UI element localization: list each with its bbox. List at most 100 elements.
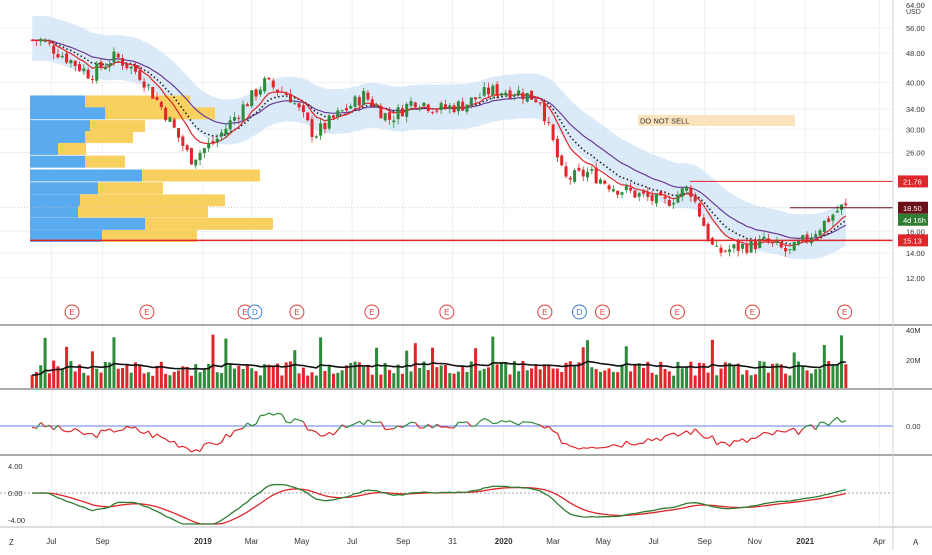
level-tag-15-13[interactable]: 15.13 bbox=[898, 234, 928, 246]
earnings-marker[interactable]: E bbox=[290, 305, 304, 319]
candle-body[interactable] bbox=[474, 97, 477, 99]
candle-body[interactable] bbox=[814, 234, 817, 237]
candle-body[interactable] bbox=[827, 218, 830, 221]
candle-body[interactable] bbox=[349, 106, 352, 109]
candle-body[interactable] bbox=[160, 102, 163, 107]
candle-body[interactable] bbox=[638, 193, 641, 197]
candle-body[interactable] bbox=[625, 186, 628, 190]
candle-body[interactable] bbox=[573, 170, 576, 182]
candle-body[interactable] bbox=[616, 191, 619, 195]
candle-body[interactable] bbox=[681, 188, 684, 196]
candle-body[interactable] bbox=[272, 81, 275, 88]
candle-body[interactable] bbox=[203, 148, 206, 153]
candle-body[interactable] bbox=[366, 93, 369, 100]
candle-body[interactable] bbox=[491, 86, 494, 95]
earnings-marker[interactable]: E bbox=[745, 305, 759, 319]
candle-body[interactable] bbox=[543, 103, 546, 121]
candle-body[interactable] bbox=[556, 139, 559, 158]
candle-body[interactable] bbox=[263, 78, 266, 91]
candle-body[interactable] bbox=[539, 102, 542, 103]
candle-body[interactable] bbox=[831, 215, 834, 221]
candle-body[interactable] bbox=[552, 125, 555, 141]
candle-body[interactable] bbox=[564, 166, 567, 176]
candle-body[interactable] bbox=[44, 41, 47, 42]
candle-body[interactable] bbox=[289, 94, 292, 103]
candle-body[interactable] bbox=[763, 237, 766, 239]
level-tag-21-76[interactable]: 21.76 bbox=[898, 175, 928, 187]
candle-body[interactable] bbox=[633, 191, 636, 198]
candle-body[interactable] bbox=[793, 242, 796, 251]
candle-body[interactable] bbox=[280, 92, 283, 93]
candle-body[interactable] bbox=[392, 120, 395, 122]
candle-body[interactable] bbox=[164, 108, 167, 120]
candle-body[interactable] bbox=[780, 242, 783, 247]
countdown-tag[interactable]: 4d 16h bbox=[898, 214, 928, 226]
candle-body[interactable] bbox=[143, 82, 146, 88]
candle-body[interactable] bbox=[689, 187, 692, 196]
candle-body[interactable] bbox=[595, 168, 598, 184]
candle-body[interactable] bbox=[797, 241, 800, 244]
candle-body[interactable] bbox=[401, 108, 404, 116]
last-price-tag[interactable]: 18.50 bbox=[898, 202, 928, 214]
candle-body[interactable] bbox=[444, 104, 447, 108]
candle-body[interactable] bbox=[440, 103, 443, 110]
candle-body[interactable] bbox=[427, 104, 430, 111]
candle-body[interactable] bbox=[750, 240, 753, 253]
candle-body[interactable] bbox=[384, 113, 387, 120]
candle-body[interactable] bbox=[453, 105, 456, 112]
candle-body[interactable] bbox=[82, 69, 85, 72]
candle-body[interactable] bbox=[207, 143, 210, 148]
candle-body[interactable] bbox=[78, 64, 81, 71]
candle-body[interactable] bbox=[698, 203, 701, 216]
candle-body[interactable] bbox=[130, 67, 133, 69]
candle-body[interactable] bbox=[190, 148, 193, 164]
earnings-marker[interactable]: E bbox=[538, 305, 552, 319]
candle-body[interactable] bbox=[668, 200, 671, 206]
candle-body[interactable] bbox=[526, 93, 529, 102]
candle-body[interactable] bbox=[328, 116, 331, 129]
candle-body[interactable] bbox=[478, 97, 481, 98]
candle-body[interactable] bbox=[612, 189, 615, 191]
candle-body[interactable] bbox=[754, 241, 757, 250]
candle-body[interactable] bbox=[664, 197, 667, 199]
candle-body[interactable] bbox=[199, 153, 202, 160]
candle-body[interactable] bbox=[586, 172, 589, 177]
candle-body[interactable] bbox=[728, 249, 731, 252]
candle-body[interactable] bbox=[125, 64, 128, 69]
candle-body[interactable] bbox=[788, 249, 791, 250]
candle-body[interactable] bbox=[104, 67, 107, 69]
corner-right-label[interactable]: A bbox=[913, 538, 919, 547]
candle-body[interactable] bbox=[685, 187, 688, 191]
candle-body[interactable] bbox=[216, 139, 219, 143]
candle-body[interactable] bbox=[465, 105, 468, 112]
candle-body[interactable] bbox=[715, 246, 718, 247]
candle-body[interactable] bbox=[823, 221, 826, 232]
candle-body[interactable] bbox=[560, 156, 563, 166]
earnings-marker[interactable]: E bbox=[365, 305, 379, 319]
candle-body[interactable] bbox=[108, 64, 111, 66]
annotations[interactable]: DO NOT SELL bbox=[638, 115, 795, 126]
candle-body[interactable] bbox=[87, 70, 90, 79]
candle-body[interactable] bbox=[694, 197, 697, 202]
candle-body[interactable] bbox=[112, 52, 115, 63]
candle-body[interactable] bbox=[784, 248, 787, 251]
candle-body[interactable] bbox=[711, 238, 714, 245]
candle-body[interactable] bbox=[95, 64, 98, 81]
candle-body[interactable] bbox=[547, 122, 550, 123]
candle-body[interactable] bbox=[379, 106, 382, 119]
candle-body[interactable] bbox=[250, 90, 253, 106]
candle-body[interactable] bbox=[336, 110, 339, 116]
candle-body[interactable] bbox=[771, 242, 774, 243]
candle-body[interactable] bbox=[52, 46, 55, 54]
candle-body[interactable] bbox=[569, 178, 572, 180]
candle-body[interactable] bbox=[186, 145, 189, 150]
candle-body[interactable] bbox=[121, 58, 124, 66]
candle-body[interactable] bbox=[388, 112, 391, 119]
candle-body[interactable] bbox=[65, 54, 68, 63]
candle-body[interactable] bbox=[422, 103, 425, 106]
candle-body[interactable] bbox=[418, 108, 421, 109]
candle-body[interactable] bbox=[310, 119, 313, 137]
